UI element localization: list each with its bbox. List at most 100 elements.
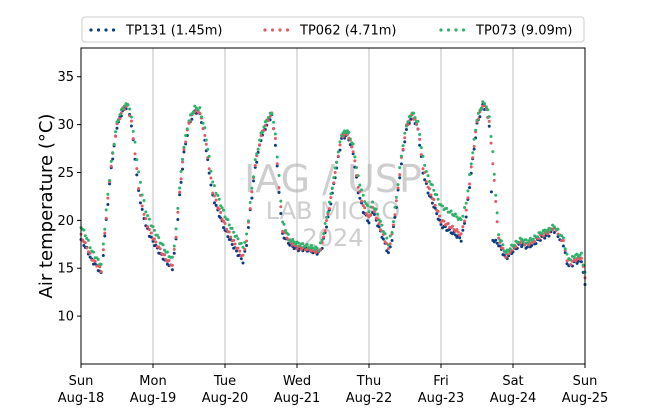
data-point: [463, 205, 467, 209]
data-point: [85, 246, 89, 250]
data-point: [399, 162, 403, 166]
x-axis: Sun Aug-18 Mon Aug-19 Tue Aug-20 Wed Aug-21 Thu A…: [58, 364, 608, 406]
data-point: [317, 249, 321, 253]
data-point: [149, 231, 153, 235]
data-point: [133, 152, 137, 156]
data-point: [172, 244, 176, 248]
data-point: [138, 180, 142, 184]
data-point: [489, 134, 493, 138]
data-point: [157, 236, 161, 240]
data-point: [348, 137, 352, 141]
data-point: [309, 243, 313, 247]
legend-marker: [111, 28, 116, 32]
data-point: [494, 238, 498, 242]
data-point: [401, 144, 405, 148]
data-point: [212, 194, 216, 198]
data-point: [191, 110, 195, 114]
data-point: [455, 228, 459, 232]
data-point: [418, 133, 422, 137]
data-point: [266, 115, 270, 119]
data-point: [243, 247, 247, 251]
data-point: [122, 104, 126, 108]
data-point: [108, 182, 112, 186]
data-point: [135, 158, 139, 162]
data-point: [551, 223, 555, 227]
data-point: [235, 249, 239, 253]
legend-label: TP062 (4.71m): [299, 24, 396, 39]
data-point: [416, 127, 420, 131]
data-point: [492, 178, 496, 182]
data-point: [258, 138, 262, 142]
data-point: [332, 176, 336, 180]
watermark: IAG / USP LAB MICRO 2024: [244, 157, 422, 252]
data-point: [174, 227, 178, 231]
data-point: [252, 179, 256, 183]
data-point: [333, 171, 337, 174]
data-point: [393, 215, 397, 219]
data-point: [569, 263, 573, 267]
data-point: [250, 190, 254, 194]
data-point: [449, 209, 453, 213]
data-point: [561, 239, 565, 243]
data-point: [209, 176, 213, 180]
data-point: [232, 238, 236, 242]
data-point: [459, 232, 463, 236]
data-point: [478, 115, 482, 119]
legend-marker: [263, 28, 267, 32]
data-point: [508, 247, 512, 251]
data-point: [484, 105, 488, 109]
legend-marker: [104, 28, 108, 32]
data-point: [435, 193, 439, 197]
data-point: [466, 196, 470, 200]
data-point: [220, 217, 224, 221]
data-point: [226, 235, 230, 239]
data-point: [140, 207, 144, 211]
data-point: [154, 240, 158, 244]
data-point: [455, 215, 459, 219]
data-point: [178, 190, 182, 194]
data-point: [458, 236, 462, 240]
data-point: [495, 241, 499, 245]
data-point: [91, 250, 95, 254]
data-point: [333, 166, 337, 170]
x-tick-day: Sun: [69, 374, 94, 389]
data-point: [544, 230, 548, 234]
data-point: [315, 246, 319, 250]
data-point: [182, 150, 186, 154]
data-point: [270, 112, 274, 116]
data-point: [129, 119, 133, 123]
data-point: [106, 196, 110, 200]
data-point: [436, 209, 440, 213]
data-point: [325, 225, 329, 229]
data-point: [151, 239, 155, 243]
data-point: [312, 247, 316, 251]
data-point: [512, 243, 516, 247]
data-point: [403, 131, 407, 135]
data-point: [464, 201, 468, 205]
data-point: [184, 140, 188, 144]
data-point: [252, 175, 256, 179]
data-point: [398, 176, 402, 180]
data-point: [204, 138, 208, 142]
legend-marker: [461, 28, 466, 32]
data-point: [361, 193, 365, 197]
y-tick-label: 15: [57, 262, 74, 277]
data-point: [366, 219, 370, 223]
data-point: [296, 241, 300, 245]
data-point: [391, 220, 395, 224]
data-point: [220, 206, 224, 210]
data-point: [196, 108, 200, 112]
data-point: [163, 253, 167, 257]
data-point: [203, 133, 207, 137]
data-point: [524, 238, 528, 242]
data-point: [335, 160, 339, 164]
data-point: [379, 219, 383, 223]
data-point: [418, 143, 422, 147]
data-point: [104, 208, 108, 212]
data-point: [182, 145, 186, 149]
data-point: [255, 152, 259, 156]
data-point: [275, 155, 279, 159]
data-point: [121, 107, 125, 111]
legend-box: [81, 16, 585, 43]
data-point: [88, 251, 92, 255]
